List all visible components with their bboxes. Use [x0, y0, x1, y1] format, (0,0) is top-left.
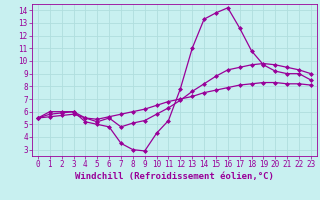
X-axis label: Windchill (Refroidissement éolien,°C): Windchill (Refroidissement éolien,°C)	[75, 172, 274, 181]
